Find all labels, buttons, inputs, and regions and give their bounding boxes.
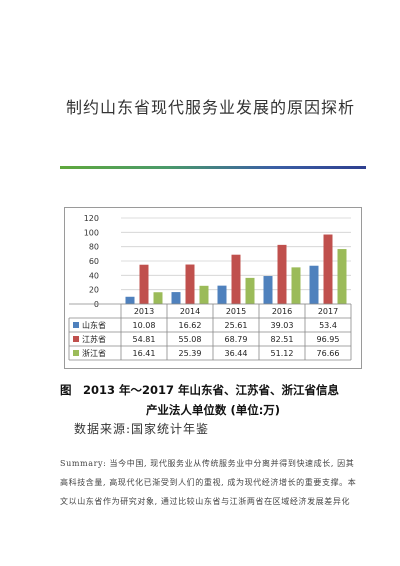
y-tick-label: 20 — [89, 286, 99, 295]
data-label: 39.03 — [271, 321, 294, 330]
figure-caption-line-2: 产业法人单位数 (单位:万) — [145, 403, 281, 417]
data-label: 68.79 — [225, 335, 248, 344]
data-label: 96.95 — [317, 335, 340, 344]
bar-江苏省-2015 — [231, 254, 241, 304]
legend-label: 浙江省 — [82, 348, 106, 358]
bar-山东省-2016 — [263, 276, 273, 304]
bar-chart: 0 20 40 60 80 100 120 2013 2014 2015 2016 2017 山东省 10… — [68, 214, 352, 361]
y-tick-label: 40 — [89, 271, 99, 280]
data-label: 25.61 — [225, 321, 248, 330]
data-label: 55.08 — [179, 335, 202, 344]
title-divider — [60, 166, 366, 169]
legend-label: 山东省 — [82, 320, 106, 330]
data-label: 25.39 — [179, 349, 202, 358]
legend-key-浙江省 — [73, 350, 79, 356]
bar-山东省-2013 — [125, 296, 135, 304]
bar-江苏省-2013 — [139, 264, 149, 304]
figure-caption-line-1: 图 2013 年～2017 年山东省、江苏省、浙江省信息 — [60, 383, 340, 397]
y-tick-label: 0 — [94, 300, 99, 309]
y-tick-label: 80 — [89, 243, 99, 252]
bar-山东省-2017 — [309, 265, 319, 304]
bar-浙江省-2016 — [291, 267, 301, 304]
category-label: 2013 — [134, 307, 154, 316]
bar-浙江省-2013 — [153, 292, 163, 304]
bar-浙江省-2015 — [245, 277, 255, 304]
data-label: 16.41 — [133, 349, 156, 358]
bar-山东省-2015 — [217, 285, 227, 304]
category-label: 2016 — [272, 307, 292, 316]
category-label: 2015 — [226, 307, 246, 316]
category-label: 2017 — [318, 307, 338, 316]
data-label: 10.08 — [133, 321, 156, 330]
y-tick-label: 120 — [84, 214, 99, 223]
data-label: 54.81 — [133, 335, 156, 344]
data-label: 82.51 — [271, 335, 294, 344]
legend-key-江苏省 — [73, 336, 79, 342]
bar-浙江省-2014 — [199, 285, 209, 304]
bar-江苏省-2014 — [185, 264, 195, 304]
figure-caption: 图 2013 年～2017 年山东省、江苏省、浙江省信息 产业法人单位数 (单位… — [60, 380, 380, 420]
category-label: 2014 — [180, 307, 200, 316]
legend-key-山东省 — [73, 322, 79, 328]
y-tick-label: 60 — [89, 257, 99, 266]
summary-paragraph: Summary: 当今中国, 现代服务业从传统服务业中分离并得到快速成长, 因其… — [60, 459, 357, 506]
data-label: 36.44 — [225, 349, 248, 358]
bar-江苏省-2016 — [277, 244, 287, 304]
data-label: 76.66 — [317, 349, 340, 358]
bar-浙江省-2017 — [337, 249, 347, 304]
bar-山东省-2014 — [171, 292, 181, 304]
legend-label: 江苏省 — [82, 334, 106, 344]
y-tick-label: 100 — [84, 228, 99, 237]
data-label: 53.4 — [319, 321, 337, 330]
bar-江苏省-2017 — [323, 234, 333, 304]
page-title: 制约山东省现代服务业发展的原因探析 — [66, 98, 356, 117]
data-source: 数据来源:国家统计年鉴 — [74, 422, 210, 436]
data-label: 16.62 — [179, 321, 202, 330]
chart-container: 0 20 40 60 80 100 120 2013 2014 2015 2016 2017 山东省 10… — [64, 207, 362, 369]
data-label: 51.12 — [271, 349, 294, 358]
